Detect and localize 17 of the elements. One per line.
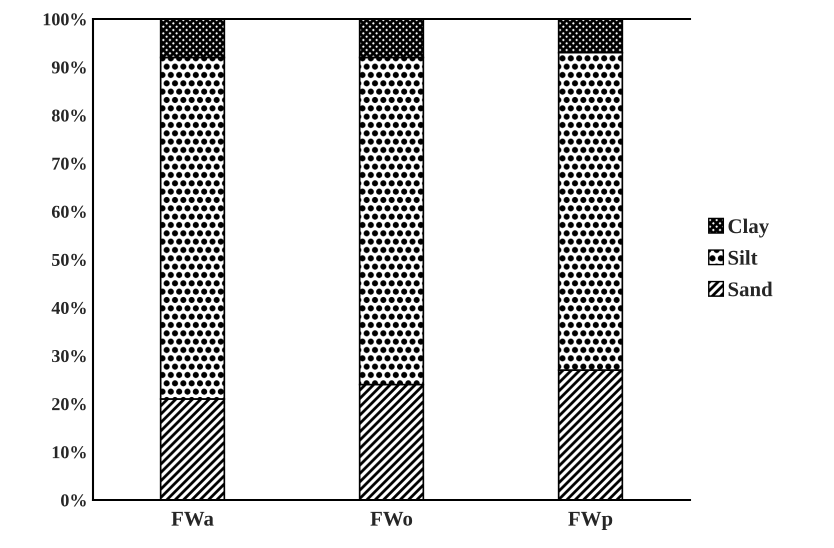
x-tick-label: FWp [568, 512, 612, 530]
y-tick-label: 10% [52, 446, 86, 458]
legend-label: Sand [728, 282, 772, 296]
y-tick-label: 50% [52, 254, 86, 266]
y-tick-label: 60% [52, 206, 86, 218]
y-tick-label: 80% [52, 109, 86, 122]
x-tick-label: FWo [370, 512, 412, 526]
y-tick-label: 90% [52, 61, 86, 74]
y-tick-label: 30% [52, 350, 86, 362]
y-tick-label: 100% [44, 13, 86, 26]
legend-label: Silt [728, 250, 758, 265]
y-tick-label: 20% [52, 398, 86, 410]
x-tick-label: FWa [171, 512, 214, 526]
legend-label: Clay [728, 218, 769, 238]
y-tick-label: 70% [52, 158, 86, 170]
y-tick-label: 0% [61, 494, 86, 506]
y-tick-label: 40% [52, 302, 86, 314]
